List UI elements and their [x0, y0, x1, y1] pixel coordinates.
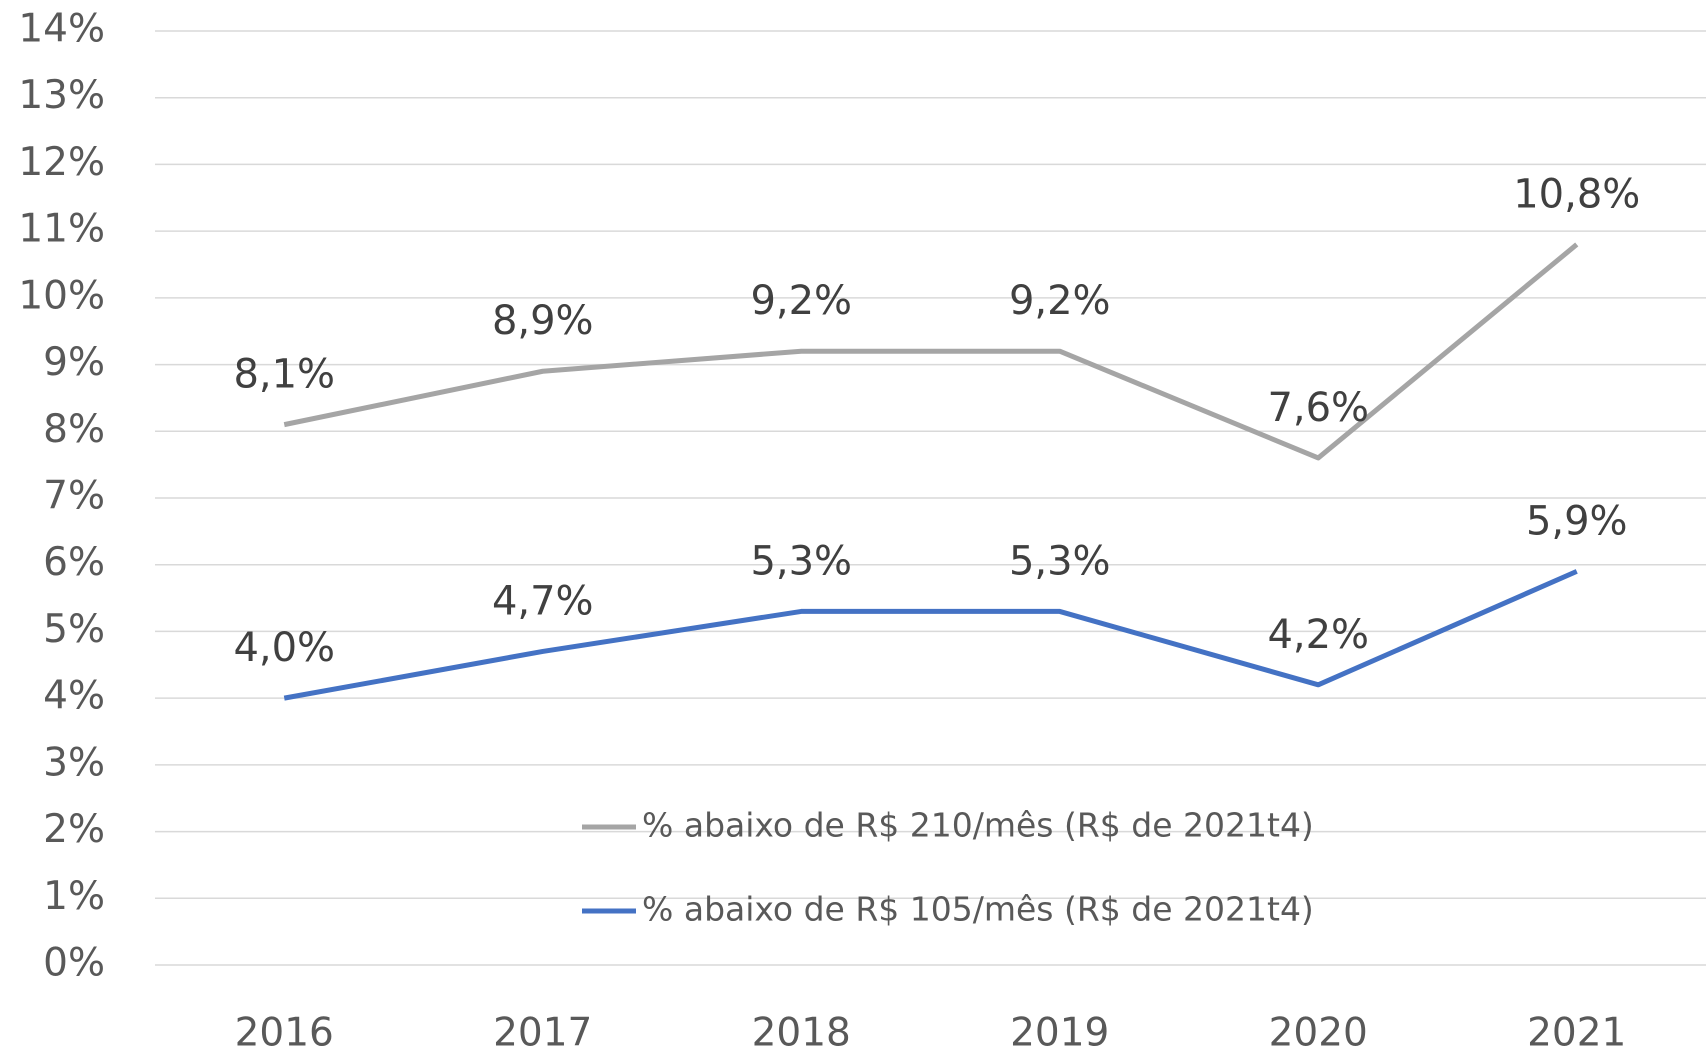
- data-label: 7,6%: [1267, 385, 1369, 431]
- data-label: 5,9%: [1526, 498, 1628, 544]
- y-tick-label: 6%: [43, 540, 105, 585]
- y-tick-label: 10%: [18, 273, 105, 318]
- data-label: 4,7%: [492, 578, 594, 624]
- data-label: 8,9%: [492, 298, 594, 344]
- y-tick-label: 5%: [43, 607, 105, 652]
- y-tick-label: 11%: [18, 207, 105, 252]
- y-tick-label: 0%: [43, 941, 105, 986]
- y-tick-label: 9%: [43, 340, 105, 385]
- y-tick-label: 14%: [18, 7, 105, 52]
- series-line: [283, 242, 1579, 461]
- series-line: [283, 569, 1578, 701]
- y-tick-label: 8%: [43, 407, 105, 452]
- y-tick-label: 3%: [43, 740, 105, 785]
- y-tick-label: 2%: [43, 807, 105, 852]
- y-tick-label: 7%: [43, 474, 105, 519]
- y-tick-label: 13%: [18, 73, 105, 118]
- x-tick-label: 2016: [235, 1011, 334, 1056]
- y-tick-label: 1%: [43, 874, 105, 919]
- y-tick-label: 4%: [43, 674, 105, 719]
- data-label: 10,8%: [1513, 171, 1640, 217]
- data-label: 4,0%: [233, 625, 335, 671]
- data-label: 5,3%: [1009, 538, 1111, 584]
- x-tick-label: 2018: [752, 1011, 851, 1056]
- y-tick-label: 12%: [18, 140, 105, 185]
- x-tick-label: 2019: [1010, 1011, 1109, 1056]
- data-label: 9,2%: [750, 278, 852, 324]
- x-tick-label: 2020: [1269, 1011, 1368, 1056]
- legend-label: % abaixo de R$ 105/mês (R$ de 2021t4): [642, 890, 1314, 929]
- data-label: 5,3%: [750, 538, 852, 584]
- x-tick-label: 2017: [493, 1011, 592, 1056]
- data-label: 4,2%: [1267, 612, 1369, 658]
- x-tick-label: 2021: [1527, 1011, 1626, 1056]
- legend-label: % abaixo de R$ 210/mês (R$ de 2021t4): [642, 806, 1314, 845]
- data-label: 9,2%: [1009, 278, 1111, 324]
- data-label: 8,1%: [233, 352, 335, 398]
